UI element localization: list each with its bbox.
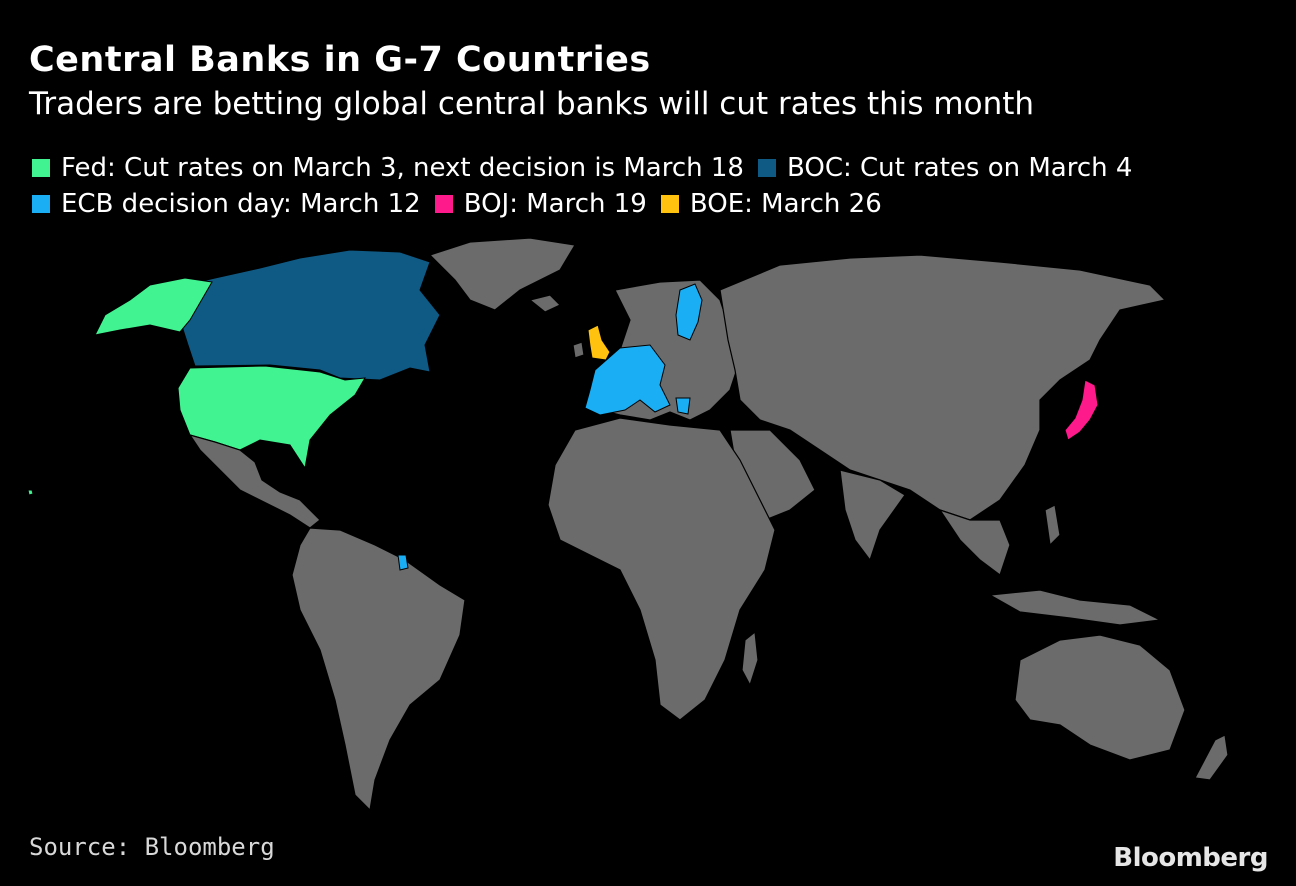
source-note: Source: Bloomberg: [29, 833, 275, 861]
iceland: [528, 294, 562, 313]
chart-title: Central Banks in G-7 Countries: [29, 40, 651, 80]
hawaii: [27, 489, 34, 496]
indonesia: [988, 589, 1163, 626]
africa: [547, 417, 776, 721]
world-map: [27, 237, 1229, 812]
legend-label-boc: BOC: Cut rates on March 4: [786, 153, 1133, 183]
finland-baltics: [675, 283, 703, 341]
japan: [1064, 379, 1099, 441]
legend-swatch-boe: [660, 195, 679, 213]
new-zealand: [1194, 734, 1229, 781]
legend-swatch-boj: [434, 195, 453, 213]
canada: [179, 249, 441, 381]
greenland: [428, 237, 576, 311]
mexico-central-america: [188, 433, 321, 529]
legend-row-1: Fed: Cut rates on March 3, next decision…: [32, 150, 1146, 186]
legend-item-boe: BOE: March 26: [660, 186, 882, 222]
legend: Fed: Cut rates on March 3, next decision…: [32, 150, 1146, 222]
united-kingdom: [587, 324, 611, 361]
south-america: [291, 527, 466, 812]
madagascar: [741, 630, 759, 687]
legend-item-ecb: ECB decision day: March 12: [32, 186, 421, 222]
bloomberg-logo: Bloomberg: [1113, 843, 1268, 873]
russia-asia: [719, 254, 1167, 521]
legend-swatch-boc: [757, 159, 776, 177]
chart-subtitle: Traders are betting global central banks…: [29, 86, 1035, 122]
legend-item-boc: BOC: Cut rates on March 4: [757, 150, 1133, 186]
legend-item-boj: BOJ: March 19: [434, 186, 647, 222]
legend-item-fed: Fed: Cut rates on March 3, next decision…: [32, 150, 744, 186]
legend-label-ecb: ECB decision day: March 12: [61, 189, 421, 219]
alaska: [94, 277, 213, 336]
legend-swatch-ecb: [32, 195, 50, 213]
ireland: [572, 341, 585, 359]
eurozone-west: [584, 344, 671, 416]
australia: [1014, 634, 1186, 761]
legend-label-fed: Fed: Cut rates on March 3, next decision…: [61, 153, 744, 183]
usa: [177, 365, 366, 470]
legend-label-boe: BOE: March 26: [689, 189, 882, 219]
greece: [675, 397, 691, 415]
philippines: [1044, 504, 1061, 547]
india: [839, 469, 906, 562]
legend-label-boj: BOJ: March 19: [463, 189, 647, 219]
french-guiana: [397, 554, 409, 571]
legend-row-2: ECB decision day: March 12 BOJ: March 19…: [32, 186, 1146, 222]
legend-swatch-fed: [32, 159, 50, 177]
southeast-asia: [938, 508, 1011, 576]
